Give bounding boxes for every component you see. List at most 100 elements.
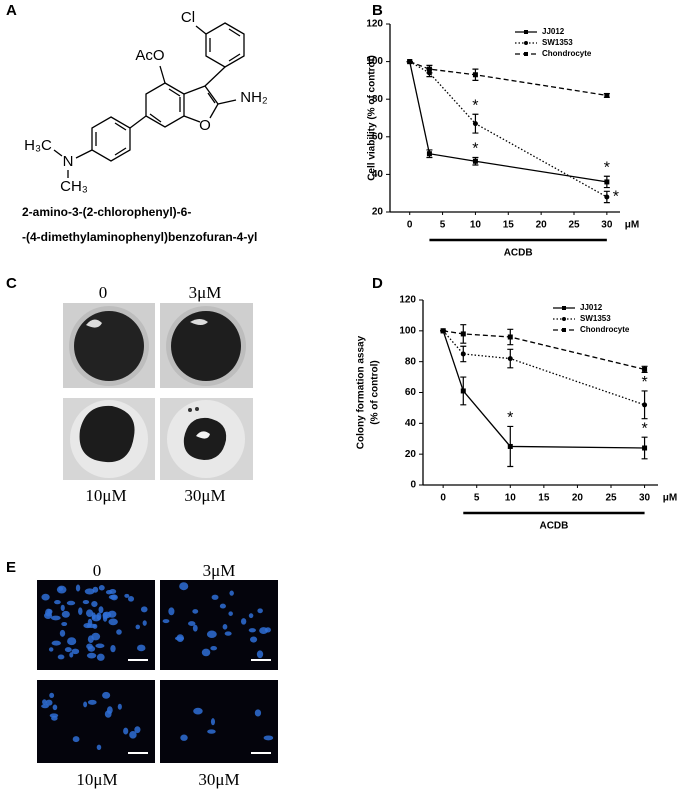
y-axis-label: (% of control) — [370, 360, 381, 424]
legend-label: JJ012 — [580, 303, 603, 312]
legend-label: Chondrocyte — [542, 49, 592, 58]
x-tick-label: 15 — [538, 493, 550, 504]
significance-mark: * — [507, 410, 513, 427]
cell — [116, 629, 122, 635]
cell — [201, 648, 211, 657]
y-tick-label: 100 — [366, 56, 383, 67]
cell — [61, 621, 68, 627]
x-tick-label: 10 — [505, 493, 517, 504]
series-line — [409, 60, 607, 97]
atom-label: AcO — [135, 47, 164, 64]
cell — [206, 630, 217, 639]
x-axis-label: ACDB — [539, 521, 568, 532]
cell — [210, 646, 218, 651]
cell — [222, 624, 228, 630]
cell — [45, 608, 52, 617]
legend-marker — [562, 328, 566, 332]
image-label: 3μM — [189, 283, 222, 302]
point — [426, 151, 432, 157]
cell — [82, 600, 90, 605]
cell — [162, 619, 170, 624]
cell — [179, 582, 189, 591]
y-axis-label: Colony formation assay — [356, 335, 367, 449]
cell — [176, 634, 184, 643]
y-tick-label: 40 — [405, 418, 417, 429]
significance-mark: * — [641, 374, 647, 391]
cell — [192, 609, 199, 614]
y-axis-label: Cell viability (% of control) — [367, 55, 378, 181]
x-unit: μM — [663, 493, 677, 504]
y-tick-label: 100 — [399, 325, 416, 336]
point — [460, 331, 466, 337]
cell — [240, 618, 247, 625]
image-label: 0 — [93, 561, 102, 580]
point — [507, 443, 513, 449]
cell — [61, 610, 70, 618]
dish-photos — [63, 303, 253, 480]
significance-mark: * — [613, 189, 619, 206]
x-tick-label: 25 — [568, 220, 580, 231]
cell — [54, 599, 61, 605]
cell — [58, 586, 64, 591]
cell — [86, 652, 97, 659]
micrographs — [37, 580, 278, 763]
cell — [105, 589, 113, 595]
cell — [87, 645, 96, 652]
x-tick-label: 5 — [474, 493, 480, 504]
atom-label: O — [199, 117, 211, 134]
atom-label: CH₃ — [60, 178, 88, 195]
caption: -(4-dimethylaminophenyl)benzofuran-4-yl — [22, 230, 257, 244]
legend-marker — [524, 41, 528, 45]
x-tick-label: 0 — [407, 220, 413, 231]
cell — [72, 736, 80, 743]
cell — [49, 713, 59, 718]
x-tick-label: 30 — [639, 493, 651, 504]
cell — [168, 607, 175, 616]
point — [642, 366, 648, 372]
cell — [49, 692, 55, 699]
cell — [64, 647, 72, 653]
cell — [256, 650, 264, 659]
legend-label: JJ012 — [542, 27, 565, 36]
cell — [96, 653, 105, 661]
cell — [257, 608, 263, 614]
cell — [249, 636, 258, 643]
cell — [180, 734, 188, 741]
legend-label: SW1353 — [542, 38, 573, 47]
image-label: 30μM — [198, 770, 239, 789]
cell — [66, 600, 76, 606]
cell — [264, 627, 271, 633]
cell — [45, 699, 53, 706]
legend-marker — [562, 306, 566, 310]
panel-label: B — [372, 2, 383, 19]
panel-label: D — [372, 275, 383, 292]
cell — [193, 707, 203, 715]
cell — [86, 623, 97, 629]
cell — [98, 606, 104, 614]
point — [604, 179, 610, 185]
cell — [134, 726, 141, 734]
cell — [48, 647, 54, 652]
cell — [59, 629, 66, 637]
legend-label: SW1353 — [580, 314, 611, 323]
point — [460, 351, 466, 357]
image-label: 0 — [99, 283, 108, 302]
atom-label: N — [63, 153, 74, 170]
x-axis-label: ACDB — [504, 248, 533, 259]
cell — [52, 704, 58, 711]
series-line — [409, 61, 607, 183]
cell — [107, 610, 117, 618]
series-line — [409, 61, 608, 198]
cell — [192, 624, 198, 632]
y-tick-label: 40 — [372, 169, 384, 180]
cell — [228, 611, 233, 616]
point — [472, 72, 478, 78]
cell — [71, 648, 80, 655]
cell — [210, 718, 216, 726]
y-tick-label: 0 — [410, 480, 416, 491]
y-tick-label: 120 — [399, 295, 416, 306]
x-unit: μM — [625, 220, 639, 231]
cell — [142, 620, 147, 626]
image-label: 10μM — [85, 486, 126, 505]
